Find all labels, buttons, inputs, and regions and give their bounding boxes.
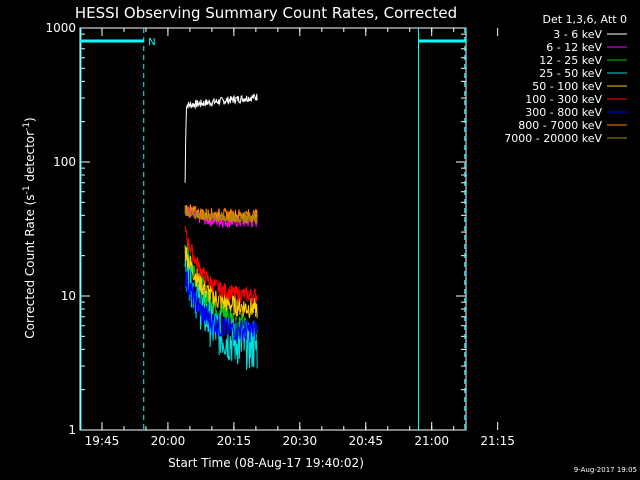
date-stamp: 9-Aug-2017 19:05: [574, 466, 637, 474]
night-annotation: N: [148, 37, 155, 48]
legend-label: 7000 - 20000 keV: [504, 132, 602, 145]
chart-title: HESSI Observing Summary Count Rates, Cor…: [75, 4, 457, 22]
x-tick-label: 20:15: [217, 434, 252, 448]
legend-label: 300 - 800 keV: [525, 106, 602, 119]
series-group: [184, 93, 258, 371]
night-saa-markers: N: [80, 28, 466, 430]
x-tick-label: 20:30: [283, 434, 318, 448]
legend-label: 25 - 50 keV: [539, 67, 602, 80]
y-axis-label: Corrected Count Rate (s-1 detector-1): [22, 117, 37, 338]
series-line: [184, 271, 258, 343]
legend-label: 100 - 300 keV: [525, 93, 602, 106]
x-tick-label: 20:00: [151, 434, 186, 448]
plot-frame: [79, 27, 467, 431]
legend-label: 3 - 6 keV: [553, 28, 602, 41]
plot-border: [79, 27, 467, 431]
x-tick-label: 20:45: [348, 434, 383, 448]
x-tick-label: 19:45: [85, 434, 120, 448]
y-tick-label: 1000: [45, 21, 76, 35]
legend-label: 12 - 25 keV: [539, 54, 602, 67]
series-line: [184, 93, 258, 183]
legend-label: 50 - 100 keV: [532, 80, 602, 93]
x-axis-label: Start Time (08-Aug-17 19:40:02): [168, 456, 364, 470]
legend-label: 800 - 7000 keV: [518, 119, 602, 132]
y-tick-label: 10: [61, 289, 76, 303]
y-tick-label: 100: [53, 155, 76, 169]
series-line: [184, 245, 258, 319]
x-axis-ticks: 19:45 20:00 20:15 20:30 20:45 21:00 21:15: [85, 28, 515, 448]
series-line: [184, 205, 258, 224]
legend-label: 6 - 12 keV: [546, 41, 602, 54]
x-tick-label: 21:00: [414, 434, 449, 448]
series-line: [184, 246, 258, 371]
series-line: [184, 225, 258, 305]
legend-header: Det 1,3,6, Att 0: [543, 13, 627, 26]
x-tick-label: 21:15: [480, 434, 515, 448]
y-tick-label: 1: [68, 423, 76, 437]
